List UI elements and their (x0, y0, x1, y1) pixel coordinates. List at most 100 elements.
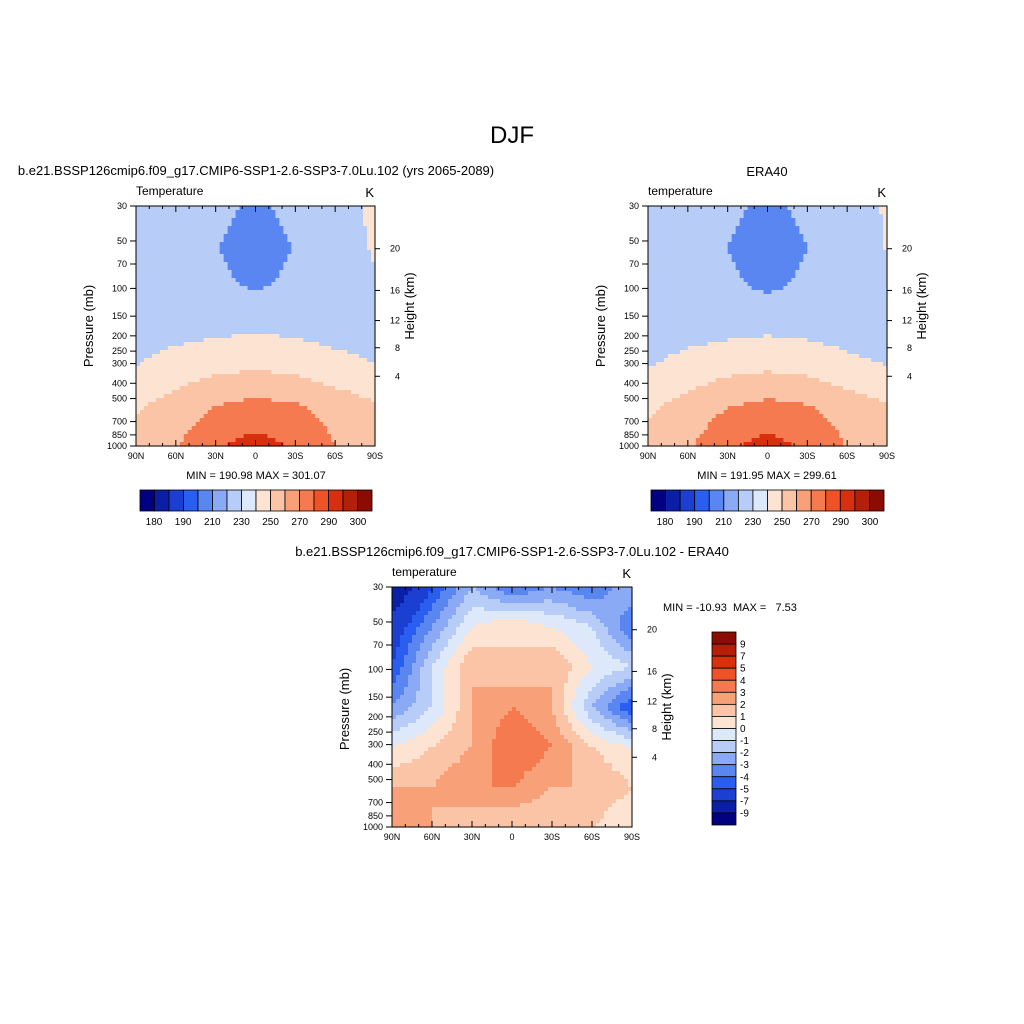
field-cell (331, 390, 336, 395)
field-cell (279, 210, 284, 215)
field-cell (175, 306, 181, 311)
field-cell (727, 246, 733, 251)
field-cell (351, 394, 356, 399)
field-cell (183, 266, 189, 271)
field-cell (179, 414, 185, 419)
field-cell (259, 402, 265, 407)
field-cell (251, 438, 257, 443)
field-cell (363, 330, 368, 335)
field-cell (811, 274, 816, 279)
field-cell (251, 306, 257, 311)
y-tick-label-400: 400 (112, 378, 127, 388)
field-cell (695, 226, 701, 231)
field-cell (247, 414, 253, 419)
field-cell (319, 370, 324, 375)
field-cell (139, 294, 145, 299)
field-cell (223, 434, 229, 439)
field-cell (359, 354, 364, 359)
field-cell (139, 434, 145, 439)
field-cell (147, 318, 153, 323)
field-cell (207, 282, 213, 287)
field-cell (175, 358, 181, 363)
field-cell (243, 422, 249, 427)
field-cell (283, 258, 288, 263)
field-cell (707, 278, 713, 283)
field-cell (163, 310, 169, 315)
field-cell (143, 370, 149, 375)
field-cell (195, 366, 201, 371)
field-cell (811, 206, 816, 211)
field-cell (267, 230, 273, 235)
field-cell (271, 290, 277, 295)
field-cell (287, 338, 292, 343)
field-cell (667, 266, 673, 271)
field-cell (179, 362, 185, 367)
field-cell (171, 230, 177, 235)
field-cell (819, 230, 824, 235)
field-cell (187, 370, 193, 375)
field-cell (359, 282, 364, 287)
field-cell (231, 354, 237, 359)
field-cell (347, 434, 352, 439)
field-cell (195, 278, 201, 283)
field-cell (787, 234, 792, 239)
field-cell (675, 278, 681, 283)
field-cell (255, 406, 261, 411)
field-cell (215, 390, 221, 395)
field-cell (195, 262, 201, 267)
field-cell (251, 406, 257, 411)
field-cell (195, 286, 201, 291)
field-cell (827, 250, 832, 255)
field-cell (791, 254, 796, 259)
field-cell (251, 214, 257, 219)
field-cell (359, 306, 364, 311)
field-cell (155, 326, 161, 331)
field-cell (323, 206, 328, 211)
field-cell (183, 262, 189, 267)
field-cell (287, 426, 292, 431)
field-cell (175, 406, 181, 411)
field-cell (675, 234, 681, 239)
field-cell (139, 358, 145, 363)
field-cell (363, 250, 368, 255)
field-cell (215, 310, 221, 315)
field-cell (263, 366, 269, 371)
field-cell (223, 206, 229, 211)
field-cell (251, 318, 257, 323)
field-cell (227, 214, 233, 219)
field-cell (331, 226, 336, 231)
field-cell (763, 266, 769, 271)
field-cell (279, 342, 284, 347)
field-cell (783, 262, 789, 267)
field-cell (291, 418, 296, 423)
field-cell (807, 270, 812, 275)
field-cell (275, 206, 280, 211)
field-cell (136, 238, 141, 243)
field-cell (239, 422, 245, 427)
field-cell (731, 286, 737, 291)
field-cell (771, 278, 777, 283)
field-cell (367, 230, 372, 235)
field-cell (331, 206, 336, 211)
field-cell (367, 214, 372, 219)
field-cell (859, 238, 864, 243)
field-cell (207, 422, 213, 427)
field-cell (211, 290, 217, 295)
field-cell (163, 334, 169, 339)
field-cell (199, 334, 205, 339)
field-cell (259, 422, 265, 427)
field-cell (247, 426, 253, 431)
field-cell (355, 258, 360, 263)
field-cell (363, 206, 368, 211)
field-cell (183, 278, 189, 283)
field-cell (319, 354, 324, 359)
field-cell (223, 218, 229, 223)
field-cell (239, 294, 245, 299)
field-cell (663, 286, 669, 291)
field-cell (767, 210, 773, 215)
field-cell (147, 402, 153, 407)
field-cell (803, 282, 808, 287)
field-cell (311, 354, 316, 359)
field-cell (275, 362, 280, 367)
field-cell (259, 394, 265, 399)
